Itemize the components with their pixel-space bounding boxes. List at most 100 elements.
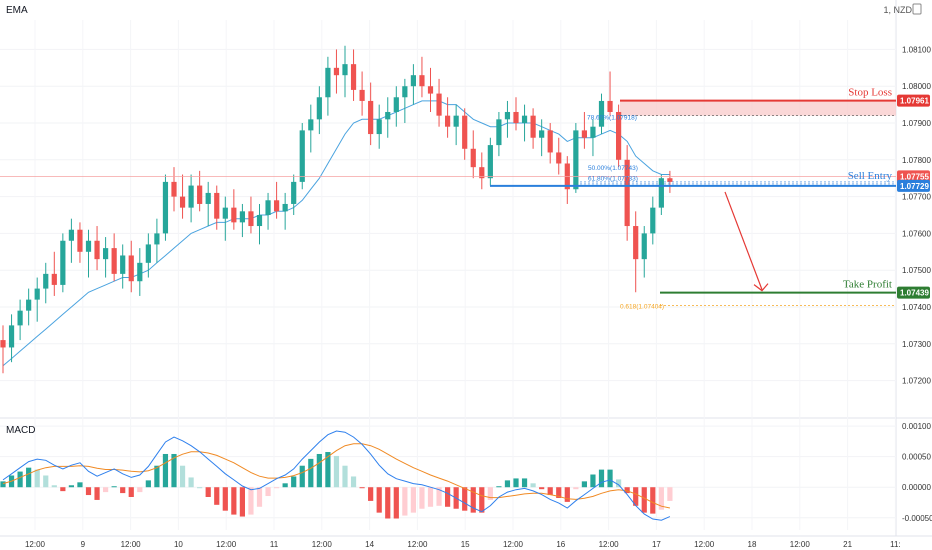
price-tick-label: 1.07800	[902, 156, 931, 165]
candle-body	[410, 75, 416, 87]
candle	[103, 237, 109, 278]
candle-body	[256, 215, 263, 227]
stop-loss-badge-label: 1.07961	[900, 97, 929, 106]
stop-loss-zone	[620, 100, 896, 116]
candle-body	[274, 200, 280, 212]
macd-histogram-bar	[265, 487, 271, 497]
macd-histogram-bar	[641, 487, 647, 513]
candle	[265, 192, 271, 230]
candle	[145, 233, 151, 278]
candle-body	[77, 229, 83, 252]
candle-body	[530, 115, 536, 138]
macd-histogram-bar	[299, 465, 305, 488]
candle-body	[607, 100, 613, 112]
macd-histogram-bar	[547, 487, 553, 496]
candle	[368, 82, 374, 146]
candle	[419, 56, 425, 98]
candle	[453, 104, 459, 146]
candle-body	[239, 211, 245, 223]
price-tick-label: 1.08100	[902, 45, 931, 54]
candle	[94, 226, 100, 271]
candle	[282, 192, 288, 230]
candle	[598, 93, 605, 135]
candle-body	[291, 181, 297, 204]
candle	[462, 108, 468, 160]
candle-body	[650, 207, 656, 234]
axes-layer: 1.08100 1.08000 1.07900 1.07800 1.07700 1.076…	[25, 45, 932, 549]
candle-body	[265, 200, 271, 215]
macd-histogram-bar	[359, 487, 365, 489]
candle	[188, 174, 194, 223]
candle	[231, 189, 237, 230]
time-tick-label: 12:00	[25, 540, 46, 549]
macd-histogram-bar	[496, 486, 502, 488]
candle-body	[128, 255, 134, 282]
candle	[43, 262, 49, 304]
candle-body	[445, 115, 451, 127]
macd-histogram-bar	[590, 474, 596, 488]
candle-body	[85, 240, 92, 252]
macd-histogram-bar	[410, 487, 416, 513]
macd-histogram-bar	[350, 476, 357, 488]
candle	[222, 196, 228, 241]
macd-histogram-bar	[205, 487, 211, 497]
candle-body	[385, 111, 391, 120]
macd-histogram-bar	[624, 487, 630, 494]
candle-body	[43, 273, 49, 289]
candle	[34, 277, 40, 322]
candle	[111, 233, 117, 282]
candle	[436, 78, 442, 127]
macd-histogram-bar	[214, 487, 220, 505]
macd-histogram-bar	[607, 469, 613, 488]
candle	[154, 218, 160, 263]
candle	[248, 196, 254, 234]
macd-histogram-bar	[239, 487, 245, 517]
macd-histogram-bar	[188, 477, 194, 488]
macd-histogram-bar	[43, 475, 49, 488]
grid-lines	[0, 0, 932, 537]
macd-histogram-bar	[291, 476, 297, 488]
macd-histogram-bar	[598, 469, 605, 488]
candle	[239, 203, 245, 238]
candle	[205, 181, 211, 227]
price-tick-label: 1.07500	[902, 266, 931, 275]
candle-body	[316, 97, 322, 120]
macd-layer	[0, 430, 673, 521]
candle-body	[308, 119, 314, 131]
macd-histogram-bar	[539, 487, 545, 490]
candle	[197, 170, 203, 212]
time-tick-label: 21	[843, 540, 852, 549]
macd-histogram-bar	[162, 453, 169, 488]
macd-histogram-bar	[120, 487, 126, 494]
candle-body	[188, 185, 194, 208]
time-tick-label: 12:00	[599, 540, 620, 549]
candle	[68, 218, 74, 263]
macd-histogram-bar	[197, 487, 203, 489]
time-tick-label: 18	[748, 540, 757, 549]
candle	[342, 45, 348, 98]
macd-histogram-bar	[171, 453, 177, 488]
macd-histogram-bar	[616, 479, 622, 488]
candle-body	[496, 119, 502, 146]
pane-maximize-icon[interactable]	[912, 3, 922, 15]
candle	[51, 251, 57, 296]
candle	[590, 119, 596, 157]
macd-histogram-bar	[419, 487, 425, 509]
candle	[513, 97, 519, 131]
macd-histogram-bar	[445, 487, 451, 507]
candle	[162, 174, 169, 241]
last-price-badge	[897, 170, 930, 183]
macd-histogram-bar	[487, 487, 493, 500]
candle	[547, 123, 553, 164]
macd-histogram-bar	[85, 487, 92, 496]
take-profit-label: Take Profit	[843, 279, 892, 291]
candle	[393, 86, 399, 127]
candle	[479, 152, 485, 190]
candle-body	[60, 240, 66, 285]
candle-body	[376, 119, 382, 135]
macd-histogram-bar	[650, 487, 656, 514]
macd-histogram-bar	[385, 487, 391, 519]
candle-body	[556, 152, 562, 164]
